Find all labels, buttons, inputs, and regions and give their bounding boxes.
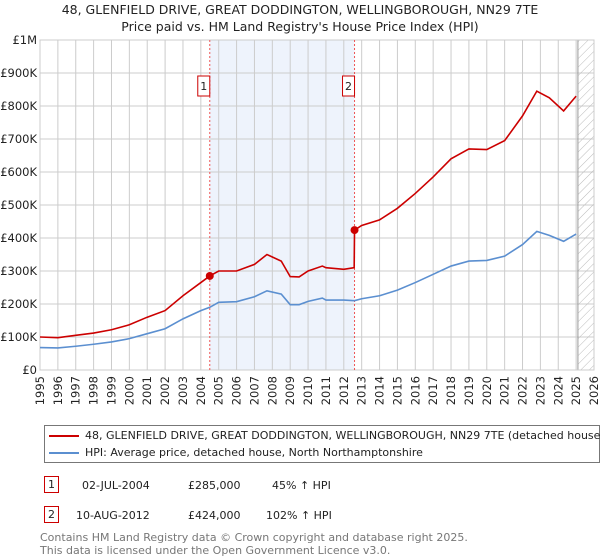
x-tick-label: 2009 xyxy=(283,376,297,405)
sale-date: 10-AUG-2012 xyxy=(76,509,150,522)
x-tick-label: 2007 xyxy=(247,376,261,405)
y-tick-label: £700K xyxy=(0,132,37,146)
y-tick-label: £300K xyxy=(0,264,37,278)
x-tick-label: 1999 xyxy=(104,376,118,405)
x-tick-label: 2000 xyxy=(122,376,136,405)
sale-price: £285,000 xyxy=(188,479,241,492)
sale-marker-label: 1 xyxy=(44,476,59,493)
sale-marker-box xyxy=(197,75,211,97)
sale-price: £424,000 xyxy=(188,509,241,522)
legend-item-hpi: HPI: Average price, detached house, Nort… xyxy=(49,446,423,459)
x-tick-label: 2015 xyxy=(390,376,404,405)
x-tick-label: 2002 xyxy=(158,376,172,405)
sale-marker-label: 2 xyxy=(345,80,352,93)
x-tick-label: 2006 xyxy=(230,376,244,405)
x-tick-label: 2023 xyxy=(533,376,547,405)
sale-marker-label: 1 xyxy=(200,80,207,93)
y-tick-label: £900K xyxy=(0,66,37,80)
y-tick-label: £400K xyxy=(0,231,37,245)
x-tick-label: 2003 xyxy=(176,376,190,405)
sale-hpi: 102% ↑ HPI xyxy=(266,509,332,522)
x-tick-label: 2011 xyxy=(319,376,333,405)
footer: Contains HM Land Registry data © Crown c… xyxy=(40,531,468,557)
y-tick-label: £600K xyxy=(0,165,37,179)
y-tick-label: £100K xyxy=(0,330,37,344)
y-tick-label: £500K xyxy=(0,198,37,212)
x-tick-label: 2001 xyxy=(140,376,154,405)
footer-line: Contains HM Land Registry data © Crown c… xyxy=(40,531,468,544)
sale-marker-box xyxy=(342,75,356,97)
x-tick-label: 2026 xyxy=(587,376,600,405)
x-tick-label: 1995 xyxy=(33,376,47,405)
x-tick-label: 1998 xyxy=(87,376,101,405)
series-line xyxy=(39,90,577,339)
x-tick-label: 1997 xyxy=(69,376,83,405)
x-tick-label: 2018 xyxy=(444,376,458,405)
x-tick-label: 2005 xyxy=(212,376,226,405)
chart-subtitle: Price paid vs. HM Land Registry's House … xyxy=(121,19,479,34)
series-line xyxy=(39,230,577,349)
x-tick-label: 2010 xyxy=(301,376,315,405)
plot-frame xyxy=(39,39,595,371)
legend-item-property: 48, GLENFIELD DRIVE, GREAT DODDINGTON, W… xyxy=(49,429,600,442)
sale-point xyxy=(205,271,214,280)
x-tick-label: 2008 xyxy=(265,376,279,405)
legend-label: HPI: Average price, detached house, Nort… xyxy=(85,446,423,459)
sale-date: 02-JUL-2004 xyxy=(82,479,150,492)
y-tick-label: £800K xyxy=(0,99,37,113)
x-tick-label: 2017 xyxy=(426,376,440,405)
forecast-hatch xyxy=(577,39,595,371)
y-tick-label: £0 xyxy=(22,363,37,377)
x-tick-label: 2021 xyxy=(498,376,512,405)
sale-point xyxy=(350,226,359,235)
x-tick-label: 2012 xyxy=(337,376,351,405)
x-tick-label: 2016 xyxy=(408,376,422,405)
x-tick-label: 2013 xyxy=(355,376,369,405)
y-tick-label: £1M xyxy=(12,33,37,47)
plot-area: 1995 1996 1997 1998 1999 2000 2001 2002 2003 2004… xyxy=(0,33,600,405)
sale-hpi: 45% ↑ HPI xyxy=(272,479,331,492)
legend: 48, GLENFIELD DRIVE, GREAT DODDINGTON, W… xyxy=(44,425,600,463)
x-tick-label: 2024 xyxy=(551,376,565,405)
sale-marker-label: 2 xyxy=(44,506,59,523)
legend-label: 48, GLENFIELD DRIVE, GREAT DODDINGTON, W… xyxy=(85,429,600,442)
x-tick-label: 2020 xyxy=(480,376,494,405)
legend-swatch-blue xyxy=(49,451,79,454)
y-tick-label: £200K xyxy=(0,297,37,311)
legend-swatch-red xyxy=(49,434,79,437)
chart-title: 48, GLENFIELD DRIVE, GREAT DODDINGTON, W… xyxy=(61,2,539,17)
x-tick-label: 2014 xyxy=(373,376,387,405)
footer-line: This data is licensed under the Open Gov… xyxy=(40,544,391,557)
x-tick-label: 2004 xyxy=(194,376,208,405)
x-tick-label: 2022 xyxy=(516,376,530,405)
x-tick-label: 2019 xyxy=(462,376,476,405)
x-tick-label: 1996 xyxy=(51,376,65,405)
x-tick-label: 2025 xyxy=(569,376,583,405)
